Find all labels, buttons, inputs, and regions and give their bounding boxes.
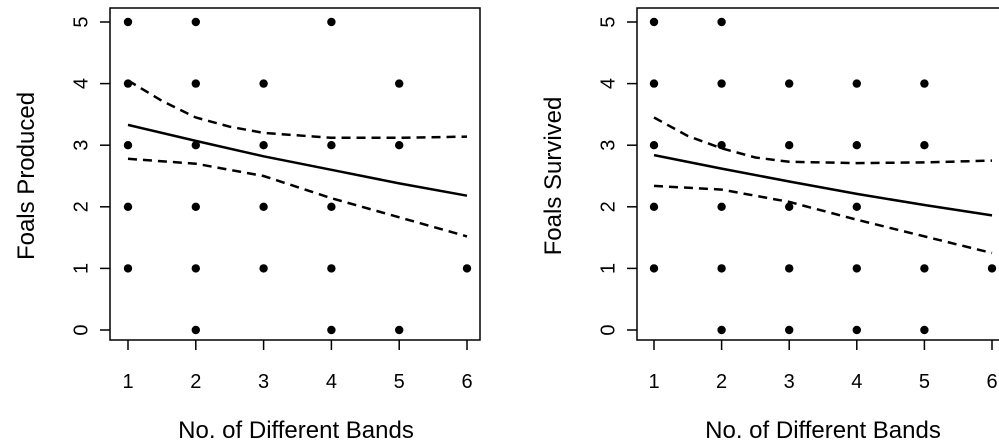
data-point: [191, 325, 200, 335]
data-point: [785, 141, 794, 150]
data-point: [717, 264, 726, 273]
data-point: [987, 264, 997, 273]
data-point: [852, 264, 861, 273]
data-point: [123, 141, 133, 150]
x-tick-label: 4: [326, 371, 337, 393]
data-point: [327, 17, 336, 27]
data-point: [717, 325, 726, 335]
y-tick-label: 4: [597, 78, 619, 89]
x-tick-label: 6: [461, 371, 472, 393]
axis-ticks: 1 2 3 4 5 6 0 1 2 3 4 5: [597, 16, 997, 393]
data-point: [649, 202, 659, 211]
data-point: [259, 202, 268, 211]
fit-curves: [653, 116, 993, 255]
fit-curves: [127, 79, 468, 238]
data-point: [717, 141, 726, 150]
data-point: [920, 141, 929, 150]
data-point: [123, 264, 133, 273]
data-point: [191, 264, 200, 273]
data-points: [649, 17, 997, 335]
data-point: [123, 202, 133, 211]
data-point: [123, 79, 133, 88]
data-point: [327, 264, 336, 273]
x-tick-label: 6: [986, 371, 997, 393]
y-tick-label: 5: [70, 16, 92, 27]
y-tick-label: 1: [70, 263, 92, 274]
data-point: [920, 325, 929, 335]
y-tick-label: 0: [597, 324, 619, 335]
data-point: [327, 202, 336, 211]
plot-frame: [636, 7, 999, 341]
x-tick-label: 2: [716, 371, 727, 393]
x-tick-label: 4: [851, 371, 862, 393]
y-tick-label: 1: [597, 263, 619, 274]
y-tick-label: 2: [70, 201, 92, 212]
data-point: [717, 17, 726, 27]
data-point: [649, 141, 659, 150]
data-point: [852, 79, 861, 88]
data-point: [649, 17, 659, 27]
data-point: [649, 79, 659, 88]
x-tick-label: 5: [919, 371, 930, 393]
data-point: [395, 325, 404, 335]
y-tick-label: 5: [597, 16, 619, 27]
y-tick-label: 3: [597, 140, 619, 151]
data-point: [259, 141, 268, 150]
y-tick-label: 4: [70, 78, 92, 89]
fit-line: [653, 153, 993, 217]
y-tick-label: 2: [597, 201, 619, 212]
x-tick-label: 3: [784, 371, 795, 393]
data-point: [852, 325, 861, 335]
data-point: [395, 141, 404, 150]
data-point: [852, 141, 861, 150]
data-point: [785, 202, 794, 211]
data-point: [462, 264, 472, 273]
data-point: [785, 325, 794, 335]
data-point: [259, 264, 268, 273]
y-tick-label: 3: [70, 140, 92, 151]
foals-produced-panel: Foals Produced No. of Different Bands 1 2…: [13, 7, 481, 444]
x-tick-label: 1: [648, 371, 659, 393]
x-tick-label: 1: [122, 371, 133, 393]
data-point: [920, 264, 929, 273]
data-point: [259, 79, 268, 88]
y-tick-label: 0: [70, 324, 92, 335]
upper-confidence-line: [653, 116, 993, 165]
data-point: [395, 79, 404, 88]
data-point: [920, 79, 929, 88]
x-axis-title: No. of Different Bands: [705, 417, 941, 444]
data-point: [191, 141, 200, 150]
data-point: [717, 79, 726, 88]
data-point: [191, 79, 200, 88]
axis-ticks: 1 2 3 4 5 6 0 1 2 3 4 5: [70, 16, 472, 393]
data-point: [191, 202, 200, 211]
fit-line: [127, 123, 468, 197]
y-axis-title: Foals Survived: [540, 97, 567, 256]
data-point: [327, 325, 336, 335]
data-point: [327, 141, 336, 150]
lower-confidence-line: [127, 157, 468, 238]
data-point: [649, 264, 659, 273]
x-tick-label: 2: [190, 371, 201, 393]
data-point: [123, 17, 133, 27]
x-tick-label: 3: [258, 371, 269, 393]
plot-frame: [109, 7, 481, 341]
upper-confidence-line: [127, 79, 468, 140]
y-axis-title: Foals Produced: [13, 92, 40, 260]
foals-survived-panel: Foals Survived No. of Different Bands 1 2…: [540, 7, 999, 444]
data-point: [785, 79, 794, 88]
x-tick-label: 5: [394, 371, 405, 393]
data-point: [785, 264, 794, 273]
x-axis-title: No. of Different Bands: [178, 417, 414, 444]
data-point: [717, 202, 726, 211]
data-point: [191, 17, 200, 27]
data-point: [852, 202, 861, 211]
lower-confidence-line: [653, 184, 993, 255]
data-points: [123, 17, 472, 335]
